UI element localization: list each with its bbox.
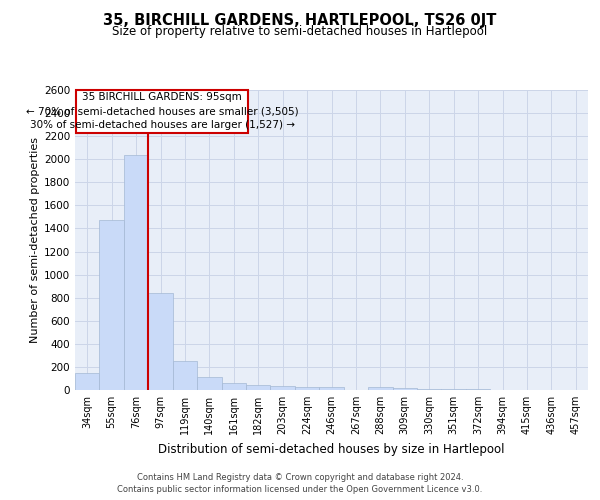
Bar — [271, 386, 295, 390]
X-axis label: Distribution of semi-detached houses by size in Hartlepool: Distribution of semi-detached houses by … — [158, 442, 505, 456]
Bar — [295, 386, 319, 390]
Bar — [100, 220, 124, 390]
Bar — [417, 389, 442, 390]
Text: 35, BIRCHILL GARDENS, HARTLEPOOL, TS26 0JT: 35, BIRCHILL GARDENS, HARTLEPOOL, TS26 0… — [103, 12, 497, 28]
Text: Size of property relative to semi-detached houses in Hartlepool: Size of property relative to semi-detach… — [112, 25, 488, 38]
Bar — [197, 378, 221, 390]
Bar — [173, 361, 197, 390]
Bar — [392, 388, 417, 390]
Bar — [124, 154, 148, 390]
Text: Contains public sector information licensed under the Open Government Licence v3: Contains public sector information licen… — [118, 485, 482, 494]
Text: Contains HM Land Registry data © Crown copyright and database right 2024.: Contains HM Land Registry data © Crown c… — [137, 472, 463, 482]
Text: 35 BIRCHILL GARDENS: 95sqm
← 70% of semi-detached houses are smaller (3,505)
30%: 35 BIRCHILL GARDENS: 95sqm ← 70% of semi… — [26, 92, 299, 130]
Bar — [221, 382, 246, 390]
Bar — [75, 372, 100, 390]
Bar — [148, 293, 173, 390]
Bar — [368, 387, 392, 390]
Bar — [319, 386, 344, 390]
Bar — [246, 386, 271, 390]
Y-axis label: Number of semi-detached properties: Number of semi-detached properties — [30, 137, 40, 343]
Bar — [76, 90, 248, 132]
